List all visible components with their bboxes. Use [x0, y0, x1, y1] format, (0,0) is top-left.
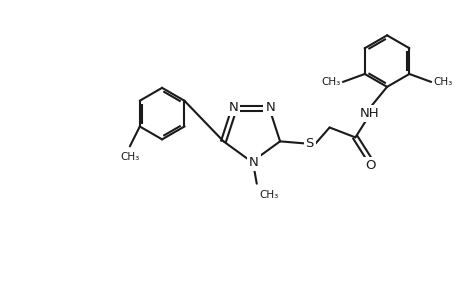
Text: NH: NH	[358, 107, 378, 120]
Text: CH₃: CH₃	[321, 77, 340, 87]
Text: N: N	[228, 100, 238, 114]
Text: N: N	[265, 100, 274, 114]
Text: O: O	[364, 159, 375, 172]
Text: CH₃: CH₃	[120, 152, 139, 162]
Text: S: S	[305, 137, 313, 150]
Text: CH₃: CH₃	[432, 77, 451, 87]
Text: CH₃: CH₃	[259, 190, 278, 200]
Text: N: N	[248, 156, 258, 170]
